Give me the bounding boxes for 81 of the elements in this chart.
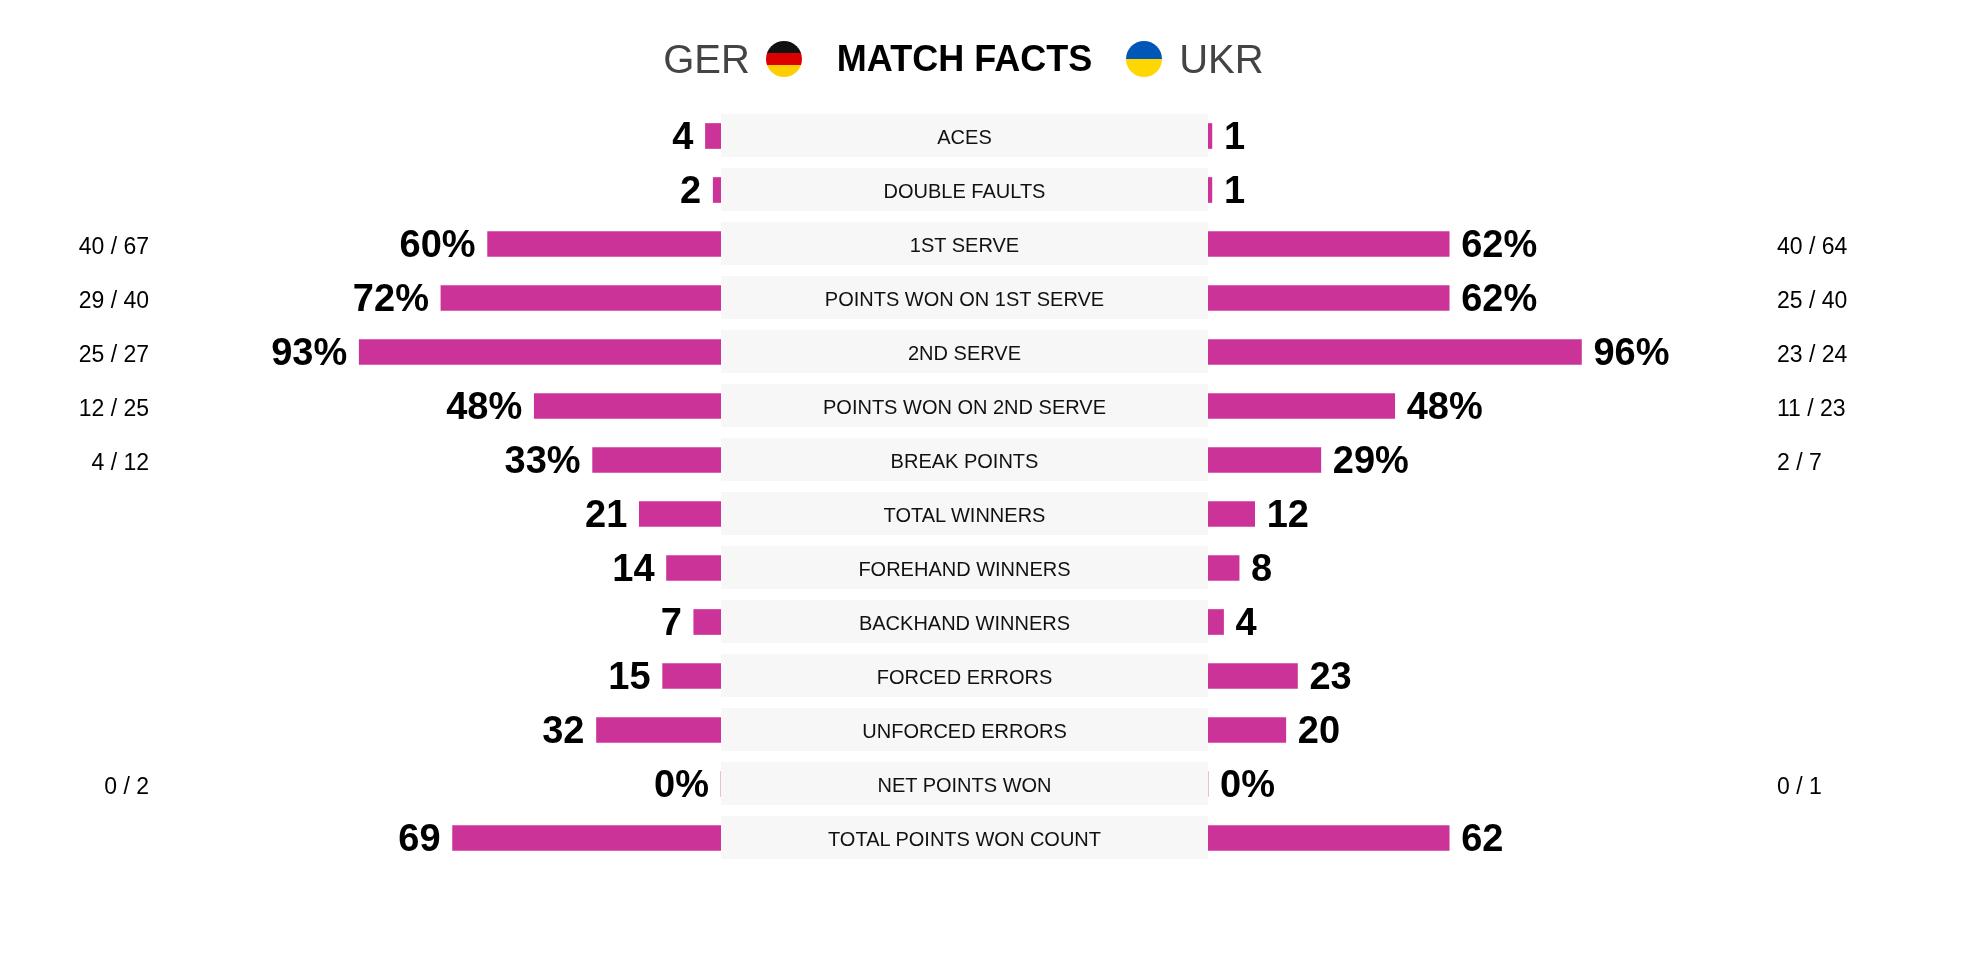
data-label: 14 xyxy=(612,547,655,590)
bar xyxy=(1208,555,1240,581)
data-label: 1 xyxy=(1223,115,1246,158)
bar xyxy=(638,501,721,527)
data-label: 48% xyxy=(446,385,523,428)
bar xyxy=(440,285,721,311)
text: 29 / 40 xyxy=(78,287,149,314)
data-label: 0% xyxy=(1220,763,1275,806)
data-label: 20 xyxy=(1297,709,1341,752)
data-label: 4 xyxy=(672,115,694,158)
text: 23 / 24 xyxy=(1777,341,1848,368)
text: 2 / 7 xyxy=(1777,449,1822,476)
data-label: 33% xyxy=(504,439,581,482)
y-tick-label: 2ND SERVE xyxy=(907,341,1022,365)
data-label: 2 xyxy=(680,169,702,212)
data-label: 15 xyxy=(608,655,651,698)
y-tick-label: POINTS WON ON 1ST SERVE xyxy=(824,287,1105,311)
y-tick-label: FORCED ERRORS xyxy=(876,665,1053,689)
data-label: 62% xyxy=(1461,277,1538,320)
legend-label: UKR xyxy=(1179,36,1264,82)
data-label: 72% xyxy=(352,277,429,320)
data-label: 8 xyxy=(1251,547,1273,590)
data-label: 4 xyxy=(1235,601,1257,644)
text: 25 / 27 xyxy=(78,341,149,368)
y-tick-label: UNFORCED ERRORS xyxy=(862,719,1067,743)
data-label: 32 xyxy=(542,709,585,752)
text: 12 / 25 xyxy=(78,395,149,422)
text: 40 / 64 xyxy=(1777,233,1848,260)
data-label: 62 xyxy=(1461,817,1504,860)
bar xyxy=(662,663,721,689)
data-label: 0% xyxy=(654,763,709,806)
bar xyxy=(1208,231,1450,257)
text: 0 / 2 xyxy=(104,773,149,800)
data-label: 21 xyxy=(585,493,628,536)
data-label: 29% xyxy=(1332,439,1409,482)
data-label: 23 xyxy=(1309,655,1352,698)
y-tick-label: TOTAL POINTS WON COUNT xyxy=(828,827,1101,851)
bar xyxy=(1208,609,1224,635)
bar xyxy=(693,609,721,635)
bar xyxy=(1208,447,1322,473)
data-label: 12 xyxy=(1266,493,1309,536)
bar xyxy=(1208,663,1298,689)
data-label: 96% xyxy=(1593,331,1670,374)
bar xyxy=(452,825,721,851)
bar xyxy=(596,717,721,743)
y-tick-label: ACES xyxy=(937,125,992,149)
data-label: 93% xyxy=(271,331,348,374)
bar xyxy=(666,555,721,581)
bar xyxy=(533,393,721,419)
y-tick-label: BACKHAND WINNERS xyxy=(858,611,1071,635)
legend-label: GER xyxy=(663,36,750,82)
y-tick-label: DOUBLE FAULTS xyxy=(883,179,1046,203)
data-label: 7 xyxy=(660,601,682,644)
bar xyxy=(592,447,721,473)
y-tick-label: 1ST SERVE xyxy=(909,233,1020,257)
bar xyxy=(1208,501,1256,527)
text: 11 / 23 xyxy=(1777,395,1846,422)
text: 25 / 40 xyxy=(1777,287,1848,314)
text: 40 / 67 xyxy=(78,233,149,260)
bar xyxy=(1208,177,1213,203)
y-tick-label: FOREHAND WINNERS xyxy=(858,557,1071,581)
bar xyxy=(1208,825,1450,851)
bar xyxy=(705,123,721,149)
text: 4 / 12 xyxy=(91,449,149,476)
y-tick-label: TOTAL WINNERS xyxy=(883,503,1046,527)
y-tick-label: NET POINTS WON xyxy=(877,773,1052,797)
data-label: 60% xyxy=(399,223,476,266)
data-label: 69 xyxy=(398,817,441,860)
bar xyxy=(1208,123,1213,149)
bar xyxy=(1208,717,1287,743)
y-tick-label: BREAK POINTS xyxy=(890,449,1039,473)
data-label: 48% xyxy=(1406,385,1483,428)
bar xyxy=(487,231,721,257)
data-label: 1 xyxy=(1223,169,1246,212)
data-label: 62% xyxy=(1461,223,1538,266)
bar xyxy=(1208,393,1396,419)
y-tick-label: POINTS WON ON 2ND SERVE xyxy=(822,395,1107,419)
bar xyxy=(1208,285,1450,311)
text: 0 / 1 xyxy=(1777,773,1822,800)
text: MATCH FACTS xyxy=(836,37,1093,81)
bar xyxy=(712,177,721,203)
